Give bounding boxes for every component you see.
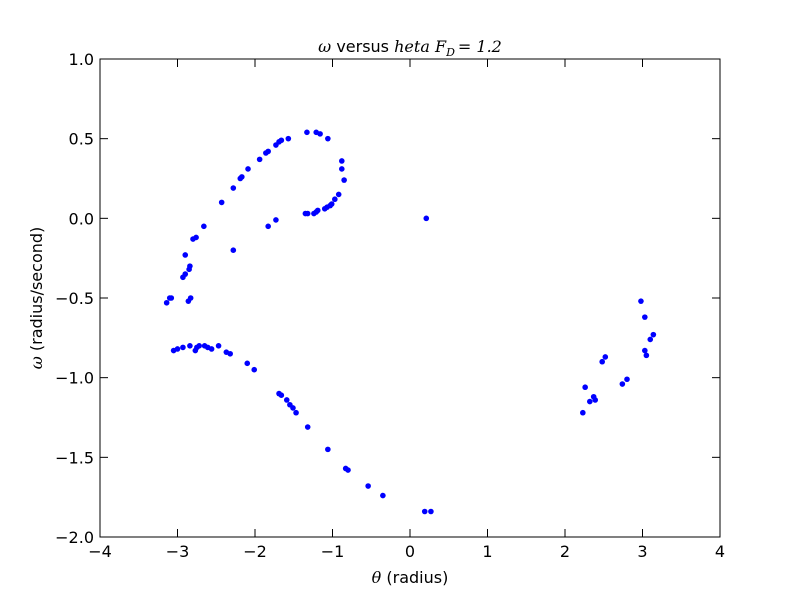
y-tick-label: 1.0 xyxy=(69,50,94,69)
point xyxy=(285,135,292,142)
point xyxy=(278,137,285,144)
point xyxy=(325,135,331,142)
point xyxy=(582,384,588,391)
point xyxy=(624,376,630,383)
point xyxy=(201,223,207,230)
point xyxy=(193,234,199,241)
point xyxy=(168,295,175,301)
point xyxy=(187,295,194,301)
point xyxy=(587,398,593,405)
point xyxy=(163,299,170,306)
point xyxy=(265,223,271,230)
point xyxy=(208,346,215,352)
title-text: versus xyxy=(336,37,389,56)
point xyxy=(265,148,271,155)
title-symbol: F xyxy=(434,37,447,56)
x-tick-label: 0 xyxy=(405,542,415,561)
point xyxy=(293,409,299,416)
point xyxy=(256,156,263,163)
x-tick-label: 2 xyxy=(560,542,570,561)
x-tick-label: −3 xyxy=(166,542,190,561)
point xyxy=(365,483,371,489)
y-tick-label: −1.0 xyxy=(55,369,94,388)
point xyxy=(290,405,296,411)
point xyxy=(230,247,237,253)
point xyxy=(174,346,181,352)
point xyxy=(642,347,648,354)
point xyxy=(180,344,186,351)
point xyxy=(428,508,434,515)
point xyxy=(339,158,345,164)
point xyxy=(619,381,626,387)
point xyxy=(324,204,330,210)
y-tick-label: −2.0 xyxy=(55,528,94,547)
plot-frame xyxy=(99,58,721,538)
point xyxy=(345,467,351,473)
y-axis-label: ω (radius/second) xyxy=(27,227,46,370)
title-symbol: = 1.2 xyxy=(458,37,502,56)
x-tick-label: −4 xyxy=(88,542,112,561)
x-axis-label: θ (radius) xyxy=(372,568,449,587)
x-tick-label: 4 xyxy=(715,542,725,561)
point xyxy=(278,392,285,398)
point xyxy=(304,424,311,430)
point xyxy=(421,508,428,515)
point xyxy=(218,199,225,206)
x-tick-label: 1 xyxy=(482,542,492,561)
point xyxy=(239,174,245,180)
point xyxy=(182,271,189,277)
y-tick-label: 0.0 xyxy=(69,209,94,228)
x-tick-label: −2 xyxy=(243,542,267,561)
point xyxy=(230,185,237,191)
point xyxy=(592,397,599,403)
point xyxy=(638,298,644,304)
y-axis-text: (radius/second) xyxy=(27,227,46,351)
point xyxy=(187,343,193,349)
point xyxy=(602,354,609,360)
point xyxy=(273,217,279,223)
point xyxy=(325,446,331,453)
x-tick-label: 3 xyxy=(637,542,647,561)
title-symbol: ω xyxy=(318,37,331,56)
y-tick-label: −1.5 xyxy=(55,448,94,467)
y-tick-label: 0.5 xyxy=(69,130,94,149)
point xyxy=(332,196,338,203)
point xyxy=(599,358,605,365)
point xyxy=(215,343,222,349)
point xyxy=(227,350,233,357)
point xyxy=(643,352,650,359)
x-tick-label: −1 xyxy=(321,542,345,561)
y-tick-label: −0.5 xyxy=(55,289,94,308)
point xyxy=(196,343,202,349)
x-axis-symbol: θ xyxy=(372,568,382,587)
point xyxy=(311,210,317,217)
chart-title: ω versus heta FD = 1.2 xyxy=(318,37,502,59)
title-symbol: heta xyxy=(394,37,430,56)
point xyxy=(580,409,586,416)
point xyxy=(380,492,386,499)
point xyxy=(423,215,430,222)
point xyxy=(650,331,657,338)
point xyxy=(182,252,189,258)
point xyxy=(317,131,323,137)
point xyxy=(187,263,193,269)
title-subscript: D xyxy=(445,46,455,59)
x-axis-text: (radius) xyxy=(386,568,448,587)
point xyxy=(283,397,290,403)
point xyxy=(244,360,251,367)
point xyxy=(304,210,311,217)
point xyxy=(304,129,310,136)
point xyxy=(647,336,654,343)
point xyxy=(341,177,347,183)
point xyxy=(245,166,251,172)
point xyxy=(642,314,648,320)
point xyxy=(251,366,258,373)
y-axis-symbol: ω xyxy=(27,356,46,369)
point xyxy=(339,166,345,172)
point xyxy=(335,191,342,198)
